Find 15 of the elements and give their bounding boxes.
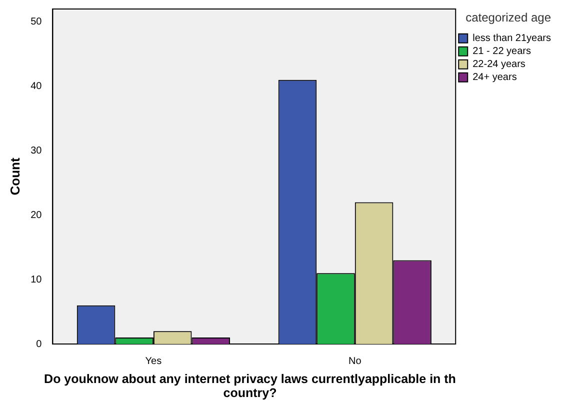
y-tick-label: 10 — [30, 274, 42, 286]
legend-label: 22-24 years — [472, 59, 526, 70]
y-tick-label: 20 — [30, 210, 42, 221]
x-axis-title: Do youknow about any internet privacy laws currentlyapplicable in th country? — [43, 372, 457, 400]
y-tick-label: 50 — [30, 16, 42, 28]
y-axis-title: Count — [7, 157, 22, 196]
legend-label: less than 21years — [472, 33, 552, 44]
x-tick-label: No — [348, 356, 362, 367]
y-tick-label: 0 — [36, 338, 42, 350]
legend-title: categorized age — [466, 10, 552, 24]
legend-label: 24+ years — [472, 72, 517, 84]
legend-label: 21 - 22 years — [472, 46, 531, 58]
y-tick-label: 40 — [30, 81, 42, 92]
x-tick-label: Yes — [145, 356, 162, 367]
y-tick-label: 30 — [30, 145, 42, 156]
